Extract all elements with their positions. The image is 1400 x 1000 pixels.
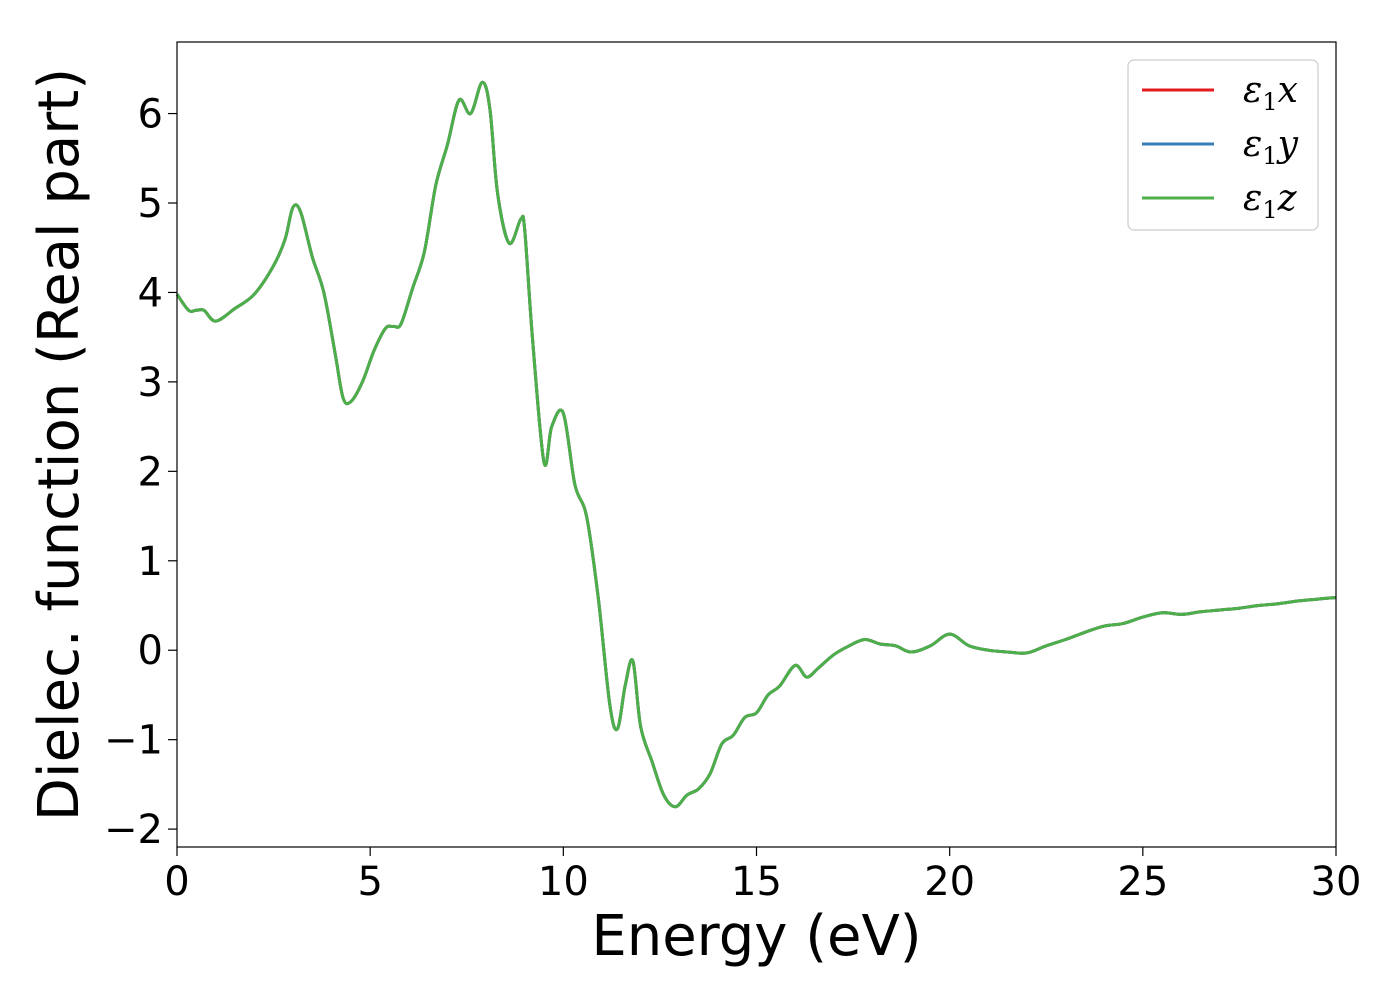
y-tick-label: 2 [138, 449, 163, 495]
legend-box [1127, 59, 1319, 231]
y-tick-label: 1 [138, 539, 163, 585]
x-axis: 0 5 10 15 20 25 30 [164, 847, 1361, 905]
x-tick-label: 15 [731, 859, 782, 905]
legend-label-z: ε1z [1243, 178, 1298, 224]
y-tick-label: 3 [138, 360, 163, 406]
x-tick-label: 25 [1117, 859, 1168, 905]
series-layer [175, 80, 1337, 809]
y-axis: −2 −1 0 1 2 3 4 5 6 [104, 92, 177, 853]
x-tick-label: 5 [357, 859, 382, 905]
y-tick-label: −1 [104, 718, 163, 764]
x-tick-label: 10 [538, 859, 589, 905]
legend-label-x: ε1x [1243, 70, 1298, 116]
legend: ε1x ε1y ε1z [1127, 59, 1319, 231]
y-tick-label: 0 [138, 628, 163, 674]
y-tick-label: 6 [138, 92, 163, 138]
x-axis-title: Energy (eV) [591, 904, 921, 969]
y-tick-label: 5 [138, 181, 163, 227]
series-line-z [175, 80, 1337, 809]
x-tick-label: 30 [1311, 859, 1362, 905]
x-tick-label: 0 [164, 859, 189, 905]
legend-label-y: ε1y [1243, 124, 1299, 170]
x-tick-label: 20 [924, 859, 975, 905]
y-tick-label: −2 [104, 807, 163, 853]
y-axis-title: Dielec. function (Real part) [27, 68, 92, 821]
y-tick-label: 4 [138, 270, 163, 316]
